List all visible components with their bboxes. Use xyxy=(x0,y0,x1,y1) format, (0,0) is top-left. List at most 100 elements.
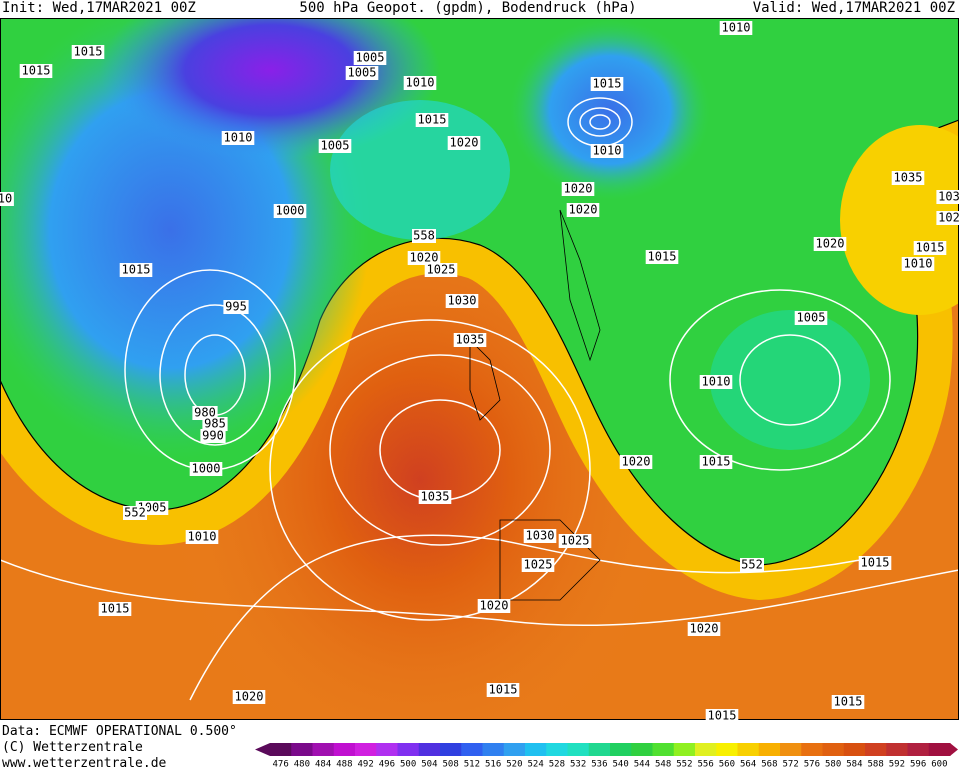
colorbar-swatch xyxy=(525,743,547,756)
isobar-label: 1020 xyxy=(480,599,509,613)
isobar-label: 1015 xyxy=(834,695,863,709)
isobar-label-bg xyxy=(189,462,223,476)
colorbar-swatch xyxy=(886,743,908,756)
colorbar-label: 536 xyxy=(591,760,607,770)
isobar-label-bg xyxy=(98,602,132,616)
colorbar-label: 556 xyxy=(697,760,713,770)
isobar-label: 1015 xyxy=(101,602,130,616)
colorbar-label: 588 xyxy=(867,760,883,770)
isobar-label: 1010 xyxy=(722,21,751,35)
colorbar-label: 488 xyxy=(336,760,352,770)
isobar-label-bg xyxy=(71,45,105,59)
isobar-label-bg xyxy=(318,139,352,153)
isobar-label-bg xyxy=(936,190,959,204)
colorbar-label: 500 xyxy=(400,760,416,770)
colorbar-swatch xyxy=(695,743,717,756)
colorbar-arrow-right xyxy=(950,743,958,756)
colorbar-swatch xyxy=(610,743,632,756)
colorbar-swatch xyxy=(673,743,696,756)
isobar-label: 1010 xyxy=(406,76,435,90)
colorbar-swatch xyxy=(716,743,738,756)
isobar-label: 1000 xyxy=(276,204,305,218)
isobar-label-bg xyxy=(0,192,14,206)
isobar-label-bg xyxy=(453,333,487,347)
colorbar-label: 520 xyxy=(506,760,522,770)
colorbar-swatch xyxy=(291,743,313,756)
colorbar-swatch xyxy=(397,743,420,756)
isobar-label: 1015 xyxy=(22,64,51,78)
colorbar-label: 524 xyxy=(527,760,543,770)
colorbar-label: 512 xyxy=(464,760,480,770)
isobar-label: 1015 xyxy=(648,250,677,264)
isobar-label: 1015 xyxy=(74,45,103,59)
colorbar-swatch xyxy=(737,743,760,756)
isobar-label: 1005 xyxy=(321,139,350,153)
init-time: Init: Wed,17MAR2021 00Z xyxy=(2,0,196,16)
isobar-label-bg xyxy=(232,690,266,704)
isobar-label-bg xyxy=(521,558,555,572)
colorbar-swatch xyxy=(461,743,483,756)
isobar-label: 1005 xyxy=(356,51,385,65)
colorbar-swatch xyxy=(652,743,675,756)
colorbar-swatch xyxy=(780,743,802,756)
colorbar-label: 508 xyxy=(442,760,458,770)
isobar-label: 1015 xyxy=(418,113,447,127)
map-title: 500 hPa Geopot. (gpdm), Bodendruck (hPa) xyxy=(299,0,636,16)
colorbar-label: 572 xyxy=(782,760,798,770)
isobar-label: 1010 xyxy=(593,144,622,158)
colorbar-label: 484 xyxy=(315,760,331,770)
colorbar-label: 516 xyxy=(485,760,501,770)
isobar-label: 1015 xyxy=(861,556,890,570)
colorbar-label: 560 xyxy=(719,760,735,770)
isobar-label: 1035 xyxy=(456,333,485,347)
colorbar-swatch xyxy=(631,743,653,756)
isobar-label-bg xyxy=(858,556,892,570)
isobar-label-bg xyxy=(119,263,153,277)
isobar-label: 1015 xyxy=(122,263,151,277)
isobar-label-bg xyxy=(415,113,449,127)
colorbar-swatch xyxy=(801,743,823,756)
isobar-label-bg xyxy=(353,51,387,65)
isobar-label: 1020 xyxy=(622,455,651,469)
height-label: 552 xyxy=(124,506,146,520)
isobar-label-bg xyxy=(223,300,249,314)
colorbar-label: 504 xyxy=(421,760,437,770)
isobar-label: 1025 xyxy=(524,558,553,572)
isobar-label: 1020 xyxy=(569,203,598,217)
colorbar-swatch xyxy=(355,743,377,756)
colorbar-swatch xyxy=(843,743,866,756)
colorbar-label: 532 xyxy=(570,760,586,770)
isobar-label-bg xyxy=(687,622,721,636)
colorbar-swatch xyxy=(588,743,611,756)
colorbar-label: 528 xyxy=(549,760,565,770)
isobar-label-bg xyxy=(719,21,753,35)
isobar-label-bg xyxy=(486,683,520,697)
isobar-label: 1010 xyxy=(224,131,253,145)
isobar-label-bg xyxy=(813,237,847,251)
isobar-label: 1010 xyxy=(702,375,731,389)
colorbar-label: 544 xyxy=(634,760,650,770)
isobar-label: 980 xyxy=(194,406,216,420)
isobar-label: 1010 xyxy=(188,530,217,544)
colorbar-label: 600 xyxy=(931,760,947,770)
isobar-label-bg xyxy=(477,599,511,613)
isobar-label-bg xyxy=(831,695,865,709)
isobar-label-bg xyxy=(185,530,219,544)
colorbar-label: 548 xyxy=(655,760,671,770)
colorbar-label: 592 xyxy=(889,760,905,770)
isobar-label: 1015 xyxy=(916,241,945,255)
colorbar-swatch xyxy=(312,743,335,756)
isobar-label: 1030 xyxy=(448,294,477,308)
colorbar-label: 540 xyxy=(612,760,628,770)
colorbar-label: 552 xyxy=(676,760,692,770)
isobar-label: 1015 xyxy=(489,683,518,697)
isobar-label-bg xyxy=(645,250,679,264)
isobar-label: 990 xyxy=(202,429,224,443)
height-label-bg xyxy=(412,229,436,243)
isobar-label: 1020 xyxy=(410,251,439,265)
isobar-label-bg xyxy=(705,709,739,723)
isobar-label: 1010 xyxy=(904,257,933,271)
isobar-label-bg xyxy=(424,263,458,277)
